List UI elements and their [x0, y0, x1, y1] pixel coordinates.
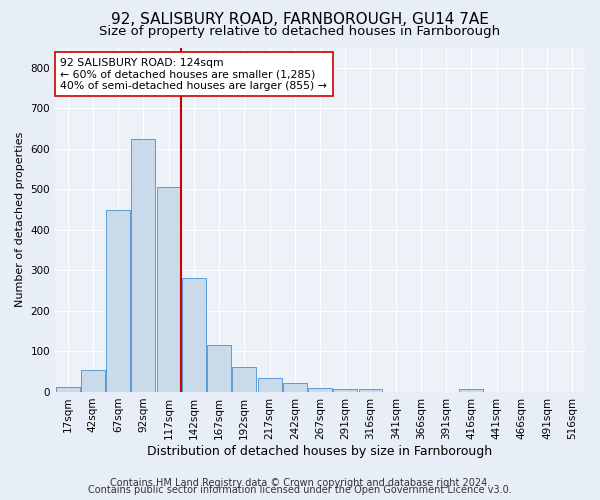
Y-axis label: Number of detached properties: Number of detached properties [15, 132, 25, 308]
Bar [232, 367, 256, 392]
Bar [131, 138, 155, 392]
Bar [56, 387, 80, 392]
Text: Size of property relative to detached houses in Farnborough: Size of property relative to detached ho… [100, 25, 500, 38]
Bar [182, 278, 206, 392]
Bar [308, 388, 332, 392]
Bar [460, 388, 484, 392]
Bar [283, 383, 307, 392]
Text: Contains HM Land Registry data © Crown copyright and database right 2024.: Contains HM Land Registry data © Crown c… [110, 478, 490, 488]
Bar [257, 378, 281, 392]
Text: Contains public sector information licensed under the Open Government Licence v3: Contains public sector information licen… [88, 485, 512, 495]
Bar [207, 346, 231, 392]
X-axis label: Distribution of detached houses by size in Farnborough: Distribution of detached houses by size … [148, 444, 493, 458]
Bar [333, 388, 357, 392]
Text: 92, SALISBURY ROAD, FARNBOROUGH, GU14 7AE: 92, SALISBURY ROAD, FARNBOROUGH, GU14 7A… [111, 12, 489, 28]
Text: 92 SALISBURY ROAD: 124sqm
← 60% of detached houses are smaller (1,285)
40% of se: 92 SALISBURY ROAD: 124sqm ← 60% of detac… [61, 58, 327, 91]
Bar [106, 210, 130, 392]
Bar [157, 188, 181, 392]
Bar [81, 370, 105, 392]
Bar [359, 388, 382, 392]
